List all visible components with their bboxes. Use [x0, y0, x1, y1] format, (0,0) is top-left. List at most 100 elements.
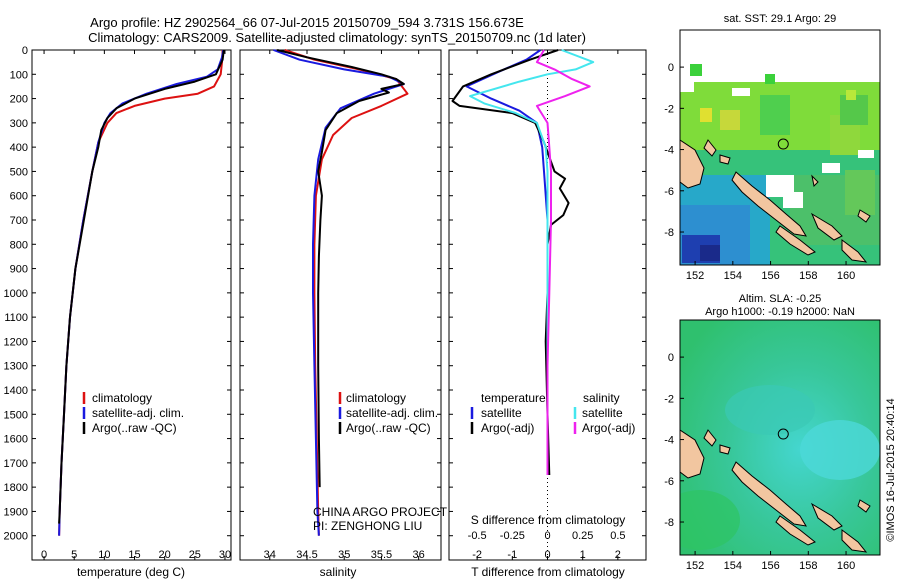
- depth-tick-label: 1500: [4, 409, 28, 421]
- depth-tick-label: 700: [10, 215, 28, 227]
- depth-tick-label: 2000: [4, 531, 28, 543]
- temperature-legend: climatology satellite-adj. clim. Argo(..…: [82, 391, 184, 435]
- x-tick-label: 34.5: [296, 549, 317, 561]
- temperature-axis-ticks: 0 5 10 15 20 25 30: [41, 50, 231, 561]
- figure-title-line2: Climatology: CARS2009. Satellite-adjuste…: [88, 30, 586, 45]
- legend-label-climatology: climatology: [92, 391, 152, 405]
- temperature-panel: [31, 49, 232, 561]
- x-tick-label: -1: [507, 549, 517, 561]
- map-y-tick-label: -2: [664, 393, 674, 405]
- sst-map-title: sat. SST: 29.1 Argo: 29: [724, 13, 837, 25]
- sst-map-frame: [679, 29, 881, 266]
- map-y-tick-label: -4: [664, 145, 674, 157]
- x-tick-label: 35: [338, 549, 350, 561]
- map-x-tick-label: 152: [686, 270, 704, 282]
- depth-tick-label: 1100: [4, 312, 28, 324]
- x-tick-label: 30: [219, 549, 231, 561]
- legend-label-s-argo: Argo(-adj): [582, 421, 635, 435]
- x-tick-label: 34: [264, 549, 276, 561]
- map-x-tick-label: 152: [686, 560, 704, 572]
- legend-title-temperature: temperature: [481, 391, 546, 405]
- map-x-tick-label: 154: [724, 560, 742, 572]
- temperature-series: [58, 49, 225, 536]
- difference-bottom-axis-label: T difference from climatology: [471, 565, 625, 579]
- sst-profile-marker: [777, 138, 789, 150]
- map-y-tick-label: -8: [664, 517, 674, 529]
- map-y-tick-label: -6: [664, 186, 674, 198]
- sla-map-title-line1: Altim. SLA: -0.25: [739, 293, 822, 305]
- depth-tick-label: 600: [10, 191, 28, 203]
- depth-tick-label: 300: [10, 118, 28, 130]
- map-x-tick-label: 154: [724, 270, 742, 282]
- difference-top-axis-label: S difference from climatology: [471, 513, 626, 527]
- depth-tick-label: 1700: [4, 458, 28, 470]
- sal-satellite-line: [273, 49, 405, 536]
- legend-label-climatology: climatology: [346, 391, 406, 405]
- s-diff-argo-line: [535, 49, 591, 475]
- legend-label-s-satellite: satellite: [582, 406, 623, 420]
- x-top-tick-label: 0.25: [572, 530, 593, 542]
- sal-argo-line: [276, 49, 405, 488]
- map-y-tick-label: -4: [664, 435, 674, 447]
- x-tick-label: 0: [41, 549, 47, 561]
- map-x-tick-label: 158: [799, 270, 817, 282]
- depth-tick-label: 1300: [4, 361, 28, 373]
- legend-label-argo: Argo(..raw -QC): [92, 421, 177, 435]
- salinity-legend: climatology satellite-adj. clim. Argo(..…: [338, 391, 438, 435]
- depth-tick-label: 1800: [4, 482, 28, 494]
- map-x-tick-label: 156: [761, 270, 779, 282]
- x-top-tick-label: 0: [544, 530, 550, 542]
- sla-map-ticks: 152 154 156 158 160 0 -2 -4 -6 -8: [664, 352, 855, 572]
- figure-title-line1: Argo profile: HZ 2902564_66 07-Jul-2015 …: [90, 15, 524, 30]
- map-y-tick-label: 0: [668, 62, 674, 74]
- x-top-tick-label: -0.25: [500, 530, 525, 542]
- depth-tick-label: 1600: [4, 434, 28, 446]
- temperature-axis-label: temperature (deg C): [77, 565, 185, 579]
- sla-profile-marker: [777, 428, 789, 440]
- difference-legend: temperature salinity satellite Argo(-adj…: [470, 391, 635, 435]
- map-y-tick-label: -6: [664, 476, 674, 488]
- depth-tick-label: 1200: [4, 336, 28, 348]
- salinity-axis-label: salinity: [320, 565, 357, 579]
- depth-tick-label: 400: [10, 142, 28, 154]
- x-tick-label: -2: [472, 549, 482, 561]
- x-tick-label: 36: [413, 549, 425, 561]
- depth-tick-label: 1000: [4, 288, 28, 300]
- legend-label-satellite: satellite-adj. clim.: [346, 406, 438, 420]
- depth-tick-label: 200: [10, 94, 28, 106]
- sst-map-ticks: 152 154 156 158 160 0 -2 -4 -6 -8: [664, 62, 855, 282]
- map-x-tick-label: 158: [799, 560, 817, 572]
- difference-series: [451, 49, 595, 476]
- sla-map-frame: [679, 319, 881, 556]
- depth-tick-label: 1900: [4, 506, 28, 518]
- x-top-tick-label: 0.5: [610, 530, 625, 542]
- temp-argo-line: [58, 49, 225, 524]
- legend-label-t-satellite: satellite: [481, 406, 522, 420]
- map-y-tick-label: 0: [668, 352, 674, 364]
- map-y-tick-label: -8: [664, 227, 674, 239]
- map-x-tick-label: 156: [761, 560, 779, 572]
- depth-tick-label: 800: [10, 239, 28, 251]
- salinity-axis-ticks: 34 34.5 35 35.5 36: [264, 50, 425, 561]
- sla-map-image: [680, 320, 880, 555]
- x-tick-label: 15: [128, 549, 140, 561]
- imos-watermark: ©IMOS 16-Jul-2015 20:40:14: [885, 398, 897, 541]
- salinity-panel: [239, 49, 442, 561]
- depth-tick-labels: 0 100 200 300 400 500 600 700 800 900 1000 1100 1200…: [4, 45, 646, 543]
- sla-map-title-line2: Argo h1000: -0.19 h2000: NaN: [705, 306, 855, 318]
- map-x-tick-label: 160: [837, 560, 855, 572]
- legend-label-t-argo: Argo(-adj): [481, 421, 534, 435]
- x-tick-label: 25: [189, 549, 201, 561]
- x-tick-label: 1: [580, 549, 586, 561]
- depth-tick-label: 100: [10, 69, 28, 81]
- x-top-tick-label: -0.5: [468, 530, 487, 542]
- salinity-series: [273, 49, 409, 536]
- x-tick-label: 2: [615, 549, 621, 561]
- legend-title-salinity: salinity: [583, 391, 620, 405]
- legend-label-satellite: satellite-adj. clim.: [92, 406, 184, 420]
- depth-tick-label: 500: [10, 166, 28, 178]
- legend-label-argo: Argo(..raw -QC): [346, 421, 431, 435]
- project-name: CHINA ARGO PROJECT: [313, 505, 448, 519]
